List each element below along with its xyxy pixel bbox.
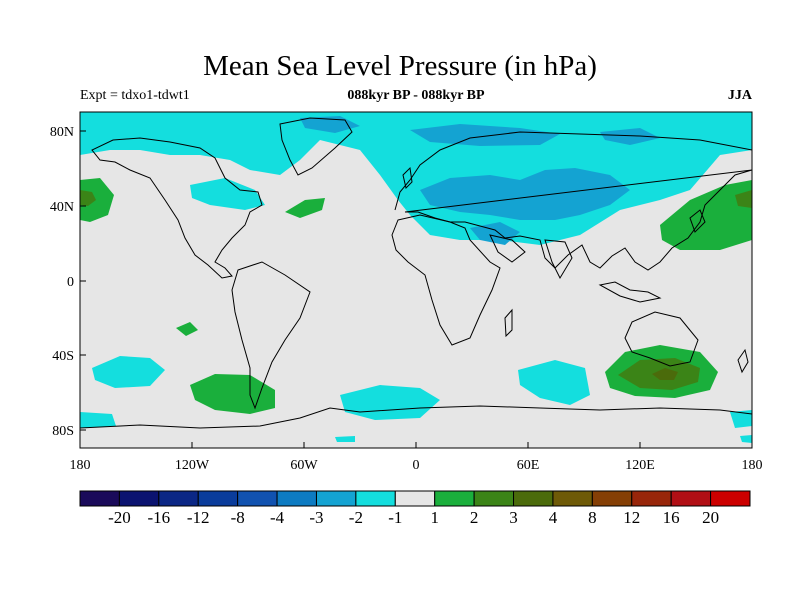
north-pacific-east-positive-core bbox=[735, 190, 752, 208]
north-pacific-west-positive-core bbox=[80, 190, 96, 206]
coastline-madagascar bbox=[504, 308, 513, 338]
colorbar-swatch bbox=[355, 490, 396, 507]
colorbar-swatch bbox=[710, 490, 751, 507]
lat-tick-label: 0 bbox=[67, 275, 74, 290]
siberia-negative-core bbox=[600, 128, 660, 145]
equatorial-pacific-positive bbox=[176, 322, 198, 336]
map-title: Mean Sea Level Pressure (in hPa) bbox=[203, 50, 597, 82]
colorbar-swatch bbox=[394, 490, 436, 507]
colorbar-label: -8 bbox=[231, 508, 245, 527]
coastline-uk bbox=[402, 166, 413, 189]
lat-tick-label: 40N bbox=[50, 200, 74, 215]
north-atlantic-positive bbox=[285, 198, 325, 218]
colorbar-swatch bbox=[591, 490, 633, 507]
colorbar-swatch bbox=[276, 490, 317, 507]
colorbar-label: 8 bbox=[588, 508, 597, 527]
coastline-africa bbox=[391, 214, 501, 346]
colorbar-swatch bbox=[513, 490, 554, 507]
lat-tick-label: 80N bbox=[50, 125, 74, 140]
colorbar-label: -12 bbox=[187, 508, 210, 527]
tick-marks bbox=[79, 130, 753, 448]
lat-tick-label: 40S bbox=[52, 349, 74, 364]
colorbar-swatch bbox=[158, 490, 199, 507]
period-label: 088kyr BP - 088kyr BP bbox=[347, 88, 485, 103]
colorbar-swatch bbox=[670, 490, 712, 507]
coastline-antarctica bbox=[80, 405, 752, 429]
colorbar-label: -16 bbox=[147, 508, 170, 527]
australia-positive-center bbox=[652, 368, 678, 380]
lon-tick-label: 180 bbox=[70, 458, 91, 473]
colorbar-labels: -20 -16 -12 -8 -4 -3 -2 -1 1 2 3 4 8 12 16 20 bbox=[108, 508, 719, 527]
coastlines bbox=[80, 117, 752, 429]
season-label: JJA bbox=[727, 88, 752, 103]
coastline-arabia bbox=[489, 234, 526, 263]
coastline-south-america bbox=[231, 261, 311, 410]
antarctic-negative-small-1 bbox=[335, 436, 355, 442]
colorbar-swatch bbox=[434, 490, 475, 507]
north-pacific-west-positive bbox=[80, 178, 114, 222]
coastline-eurasia bbox=[394, 131, 752, 271]
colorbar-swatch bbox=[552, 490, 593, 507]
colorbar-swatch bbox=[237, 490, 278, 507]
north-pacific-east-positive bbox=[660, 180, 752, 250]
lon-tick-label: 120W bbox=[175, 458, 210, 473]
lon-tick-label: 0 bbox=[413, 458, 420, 473]
colorbar-label: -1 bbox=[388, 508, 402, 527]
colorbar-swatch bbox=[197, 490, 239, 507]
south-indian-negative-region bbox=[518, 360, 590, 405]
colorbar-label: 4 bbox=[549, 508, 558, 527]
colorbar-label: -2 bbox=[349, 508, 363, 527]
colorbar-label: 2 bbox=[470, 508, 479, 527]
lon-tick-label: 120E bbox=[625, 458, 655, 473]
colorbar-swatch bbox=[118, 490, 160, 507]
colorbar-label: -4 bbox=[270, 508, 285, 527]
colorbar-label: 3 bbox=[509, 508, 518, 527]
antarctic-negative-west bbox=[80, 412, 116, 428]
colorbar bbox=[79, 490, 751, 507]
coastline-new-zealand bbox=[737, 348, 749, 374]
latitude-axis: 80N 40N 0 40S 80S bbox=[50, 125, 74, 439]
longitude-axis: 180 120W 60W 0 60E 120E 180 bbox=[70, 458, 763, 473]
lon-tick-label: 180 bbox=[742, 458, 763, 473]
pressure-anomaly-fields bbox=[80, 112, 752, 443]
colorbar-label: 16 bbox=[663, 508, 680, 527]
antarctic-negative-small-2 bbox=[740, 435, 752, 443]
colorbar-label: -20 bbox=[108, 508, 131, 527]
colorbar-label: -3 bbox=[309, 508, 323, 527]
north-atlantic-negative-region bbox=[190, 178, 265, 210]
south-pacific-negative-region bbox=[92, 356, 165, 388]
lon-tick-label: 60W bbox=[290, 458, 318, 473]
colorbar-label: 12 bbox=[623, 508, 640, 527]
coastline-japan bbox=[689, 209, 706, 233]
coastline-north-america bbox=[91, 137, 263, 279]
coastline-india bbox=[544, 239, 573, 280]
coastline-australia bbox=[624, 311, 699, 367]
experiment-label: Expt = tdxo1-tdwt1 bbox=[80, 88, 190, 103]
coastline-greenland bbox=[279, 117, 353, 176]
colorbar-label: 20 bbox=[702, 508, 719, 527]
colorbar-swatch bbox=[79, 490, 120, 507]
eurasia-negative-core bbox=[420, 168, 630, 220]
colorbar-swatch bbox=[631, 490, 672, 507]
antarctic-negative-east bbox=[730, 410, 752, 428]
colorbar-swatch bbox=[473, 490, 515, 507]
coastline-indonesia bbox=[598, 281, 662, 303]
arctic-negative-core bbox=[410, 124, 560, 146]
lon-tick-label: 60E bbox=[517, 458, 540, 473]
colorbar-swatch bbox=[315, 490, 357, 507]
colorbar-label: 1 bbox=[430, 508, 439, 527]
lat-tick-label: 80S bbox=[52, 424, 74, 439]
